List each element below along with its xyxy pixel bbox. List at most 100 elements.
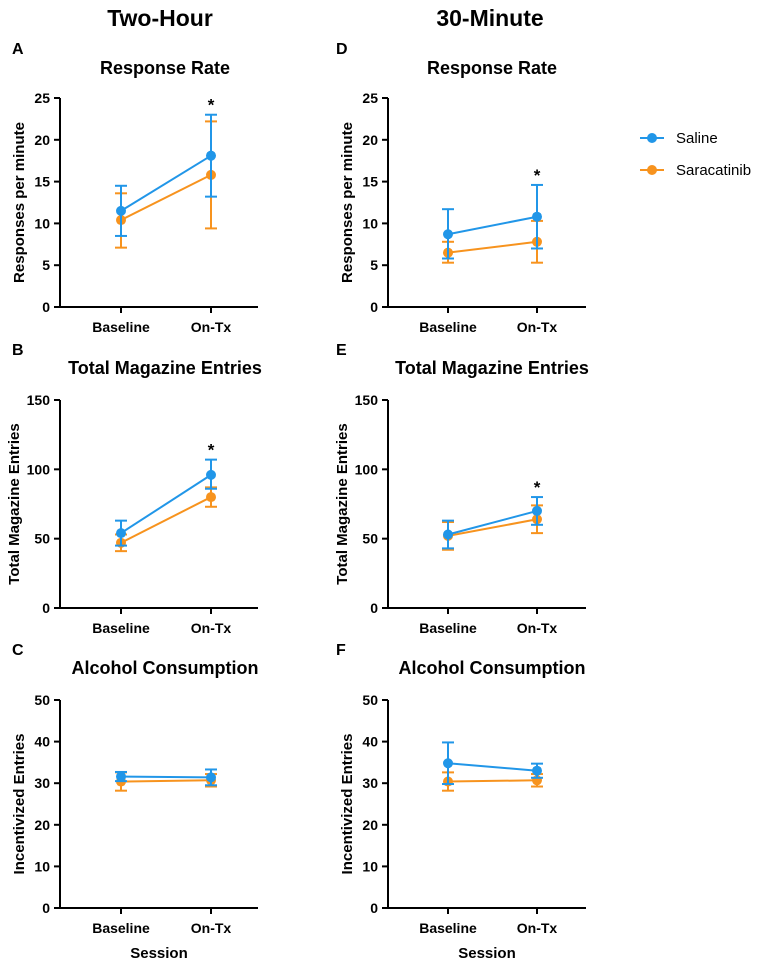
series-line-saracatinib-c: [120, 779, 212, 783]
panel-title-d: Response Rate: [427, 58, 557, 78]
data-point-saracatinib-b: [206, 492, 216, 503]
data-point-saline-e: [443, 529, 453, 540]
data-point-saline-d: [532, 211, 542, 222]
x-axis-label-f: Session: [458, 945, 516, 962]
panel-letter-d: D: [336, 41, 348, 58]
x-tick-label-d: Baseline: [419, 319, 477, 335]
series-line-saline-e: [447, 509, 538, 536]
series-line-saracatinib-f: [447, 779, 538, 783]
series-line-saline-c: [120, 775, 212, 779]
y-tick-label-a: 25: [34, 90, 50, 106]
panel-title-b: Total Magazine Entries: [68, 358, 262, 378]
data-point-saline-b: [206, 469, 216, 480]
y-tick-label-a: 15: [34, 174, 50, 190]
x-tick-label-e: On-Tx: [517, 620, 558, 636]
series-line-saracatinib-d: [447, 240, 538, 254]
panel-letter-e: E: [336, 342, 347, 359]
panel-f: F Alcohol Consumption 0 10 20 30 40 50 Baseline O…: [336, 642, 586, 962]
y-axis-label-c: Incentivized Entries: [11, 734, 28, 875]
series-line-saline-d: [447, 215, 538, 236]
panel-letter-a: A: [12, 41, 24, 58]
y-tick-label-e: 50: [362, 531, 378, 547]
y-tick-label-c: 50: [34, 692, 50, 708]
significance-marker-b: *: [208, 441, 215, 460]
panel-title-c: Alcohol Consumption: [72, 658, 259, 678]
y-tick-label-a: 0: [42, 299, 50, 315]
y-axis-label-d: Responses per minute: [339, 122, 356, 283]
y-tick-label-c: 30: [34, 775, 50, 791]
panel-c: C Alcohol Consumption 0 10 20 30 40 50 Baseline O…: [11, 642, 258, 962]
data-point-saline-b: [116, 528, 126, 539]
y-tick-label-b: 50: [34, 531, 50, 547]
panel-d: D Response Rate 0 5 10 15 20 25 Baseline On-Tx Res…: [336, 41, 586, 335]
data-point-saline-d: [443, 229, 453, 240]
legend-saracatinib-marker: [647, 165, 657, 175]
x-tick-label-c: On-Tx: [191, 920, 232, 936]
y-tick-label-e: 100: [355, 461, 379, 477]
panel-a: A Response Rate 0 5 10 15 20 25 Baseline On-Tx Res…: [11, 41, 258, 335]
y-tick-label-d: 5: [370, 257, 378, 273]
panel-title-a: Response Rate: [100, 58, 230, 78]
data-point-saline-c: [206, 772, 216, 783]
data-point-saline-a: [206, 150, 216, 161]
x-tick-label-b: Baseline: [92, 620, 150, 636]
panel-e: E Total Magazine Entries 0 50 100 150 Baseline…: [334, 342, 589, 636]
panel-letter-f: F: [336, 642, 346, 659]
y-axis-label-a: Responses per minute: [11, 122, 28, 283]
y-tick-label-a: 20: [34, 132, 50, 148]
panel-title-e: Total Magazine Entries: [395, 358, 589, 378]
y-axis-label-f: Incentivized Entries: [339, 734, 356, 875]
x-tick-label-d: On-Tx: [517, 319, 558, 335]
y-tick-label-e: 150: [355, 392, 379, 408]
y-tick-label-c: 0: [42, 900, 50, 916]
y-tick-label-d: 25: [362, 90, 378, 106]
y-tick-label-e: 0: [370, 600, 378, 616]
x-tick-label-a: On-Tx: [191, 319, 232, 335]
panels: A Response Rate 0 5 10 15 20 25 Baseline On-Tx Res…: [6, 41, 589, 962]
y-tick-label-a: 10: [34, 215, 50, 231]
series-line-saracatinib-e: [447, 518, 538, 537]
y-tick-label-d: 20: [362, 132, 378, 148]
panel-letter-b: B: [12, 342, 24, 359]
x-tick-label-c: Baseline: [92, 920, 150, 936]
y-tick-label-f: 30: [362, 775, 378, 791]
series-line-saracatinib-b: [120, 496, 212, 544]
y-tick-label-d: 0: [370, 299, 378, 315]
legend: Saline Saracatinib: [640, 130, 751, 179]
y-tick-label-f: 20: [362, 817, 378, 833]
y-axis-label-b: Total Magazine Entries: [6, 423, 23, 584]
significance-marker-d: *: [534, 166, 541, 185]
significance-marker-e: *: [534, 478, 541, 497]
y-tick-label-d: 10: [362, 215, 378, 231]
y-tick-label-f: 10: [362, 858, 378, 874]
data-point-saline-f: [443, 758, 453, 769]
data-point-saline-c: [116, 771, 126, 782]
y-tick-label-d: 15: [362, 174, 378, 190]
series-line-saline-a: [120, 154, 212, 212]
y-tick-label-f: 50: [362, 692, 378, 708]
legend-saline-label: Saline: [676, 130, 718, 147]
y-tick-label-b: 0: [42, 600, 50, 616]
column-title-30-minute: 30-Minute: [436, 5, 543, 31]
series-line-saline-f: [447, 762, 538, 772]
panel-letter-c: C: [12, 642, 24, 659]
x-tick-label-e: Baseline: [419, 620, 477, 636]
y-tick-label-c: 20: [34, 817, 50, 833]
y-tick-label-b: 150: [27, 392, 51, 408]
legend-saracatinib-label: Saracatinib: [676, 162, 751, 179]
y-tick-label-a: 5: [42, 257, 50, 273]
data-point-saline-e: [532, 505, 542, 516]
y-tick-label-c: 10: [34, 858, 50, 874]
y-tick-label-f: 40: [362, 734, 378, 750]
x-tick-label-b: On-Tx: [191, 620, 232, 636]
series-line-saline-b: [120, 474, 212, 534]
column-title-two-hour: Two-Hour: [107, 5, 213, 31]
legend-saline-marker: [647, 133, 657, 143]
y-tick-label-c: 40: [34, 734, 50, 750]
data-point-saline-f: [532, 765, 542, 776]
x-tick-label-f: On-Tx: [517, 920, 558, 936]
series-line-saracatinib-a: [120, 174, 212, 221]
x-tick-label-f: Baseline: [419, 920, 477, 936]
panel-title-f: Alcohol Consumption: [399, 658, 586, 678]
